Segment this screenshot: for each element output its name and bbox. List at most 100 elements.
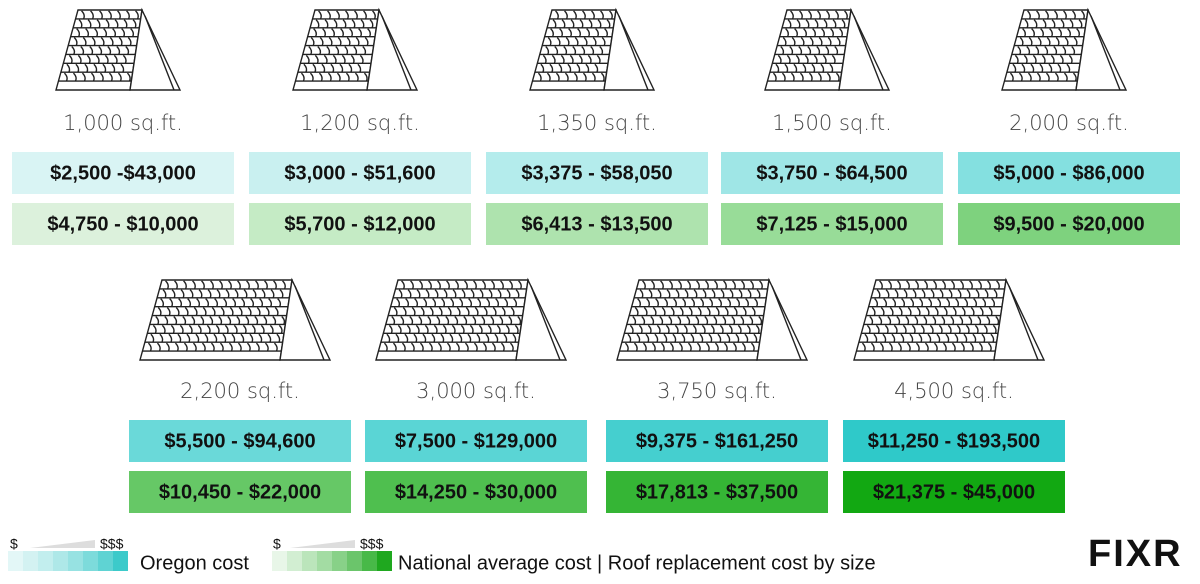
national-price: $5,700 - $12,000 <box>284 213 435 235</box>
roof-line <box>1022 28 1081 37</box>
oregon-price: $5,500 - $94,600 <box>164 430 315 452</box>
national-box <box>958 203 1180 245</box>
oregon-box <box>486 152 708 194</box>
roof-line <box>393 307 515 316</box>
oregon-box <box>129 420 351 462</box>
roof-line <box>547 37 606 46</box>
roof-line <box>864 333 995 343</box>
roof-icon <box>55 7 182 91</box>
roof-line <box>642 280 763 290</box>
roof-line <box>775 63 834 73</box>
national-box <box>843 471 1065 513</box>
size-label: 4,500 sq.ft. <box>894 379 1014 403</box>
size-label: 2,000 sq.ft. <box>1009 111 1129 135</box>
size-label: 2,200 sq.ft. <box>180 379 300 403</box>
roof-line <box>66 63 125 73</box>
oregon-price: $2,500 -$43,000 <box>50 162 196 184</box>
legend-swatch <box>113 551 128 571</box>
roof-line <box>1009 72 1077 82</box>
oregon-box <box>249 152 471 194</box>
roof-line <box>1027 10 1085 20</box>
roof-line <box>388 324 519 334</box>
roof-line <box>616 279 770 361</box>
legend-swatch <box>23 551 38 571</box>
roof-line <box>629 324 760 334</box>
legend-swatch <box>377 551 392 571</box>
roof-line <box>1014 54 1073 64</box>
oregon-price: $11,250 - $193,500 <box>868 430 1040 452</box>
roof-line <box>780 45 839 55</box>
roof-line <box>305 54 364 64</box>
size-label: 1,500 sq.ft. <box>772 111 892 135</box>
national-box <box>365 471 587 513</box>
roof-line <box>634 307 756 316</box>
roof-line <box>81 10 139 20</box>
roof-line <box>152 324 283 334</box>
roof-line <box>71 45 130 55</box>
national-box <box>486 203 708 245</box>
roof-icon <box>292 7 419 91</box>
roof-line <box>618 15 649 91</box>
roof-line <box>294 285 325 361</box>
legend-swatch <box>38 551 53 571</box>
roof-line <box>310 37 369 46</box>
oregon-price: $3,000 - $51,600 <box>284 162 435 184</box>
roof-line <box>555 10 613 20</box>
roof-line <box>777 54 836 64</box>
roof-line <box>993 277 1046 361</box>
legend-swatch <box>53 551 68 571</box>
oregon-price: $5,000 - $86,000 <box>993 162 1144 184</box>
size-label: 1,200 sq.ft. <box>300 111 420 135</box>
roof-line <box>861 342 992 352</box>
roof-line <box>401 280 522 290</box>
roof-line <box>632 315 763 325</box>
roof-icon <box>853 277 1046 361</box>
legend-wedge <box>30 540 95 548</box>
national-price: $7,125 - $15,000 <box>756 213 907 235</box>
roof-line <box>853 15 884 91</box>
roof-line <box>73 37 132 46</box>
legend-swatch <box>68 551 83 571</box>
roof-icon <box>529 7 656 91</box>
roof-line <box>76 28 135 37</box>
roof-line <box>879 280 1000 290</box>
roof-line <box>771 285 802 361</box>
roof-line <box>396 298 518 307</box>
legend-label: National average cost | Roof replacement… <box>398 552 876 574</box>
roof-icon <box>764 7 891 91</box>
logo: FIXR <box>1088 533 1183 575</box>
roof-line <box>866 324 997 334</box>
oregon-price: $3,375 - $58,050 <box>521 162 672 184</box>
roof-line <box>1019 37 1078 46</box>
legend-wedge <box>290 540 355 548</box>
national-price: $17,813 - $37,500 <box>636 481 798 503</box>
roof-line <box>68 54 127 64</box>
legend-swatch <box>302 551 317 571</box>
roof-line <box>308 45 367 55</box>
roof-line <box>155 315 286 325</box>
roof-line <box>540 63 599 73</box>
roof-line <box>391 315 522 325</box>
national-box <box>721 203 943 245</box>
roof-line <box>279 277 332 361</box>
oregon-box <box>843 420 1065 462</box>
roof-line <box>838 7 891 91</box>
roof-line <box>545 45 604 55</box>
roof-line <box>300 72 368 82</box>
roof-line <box>637 298 759 307</box>
national-price: $21,375 - $45,000 <box>873 481 1035 503</box>
national-price: $6,413 - $13,500 <box>521 213 672 235</box>
roof-line <box>756 277 809 361</box>
legend-swatch <box>347 551 362 571</box>
legend-low: $ <box>273 536 281 552</box>
size-label: 3,000 sq.ft. <box>416 379 536 403</box>
roof-line <box>78 19 137 29</box>
roof-line <box>150 333 281 343</box>
oregon-box <box>721 152 943 194</box>
roof-line <box>162 289 284 299</box>
roof-line <box>318 10 376 20</box>
legend-low: $ <box>10 536 18 552</box>
roof-icon <box>139 277 332 361</box>
roof-line <box>1008 285 1039 361</box>
roof-line <box>787 19 846 29</box>
